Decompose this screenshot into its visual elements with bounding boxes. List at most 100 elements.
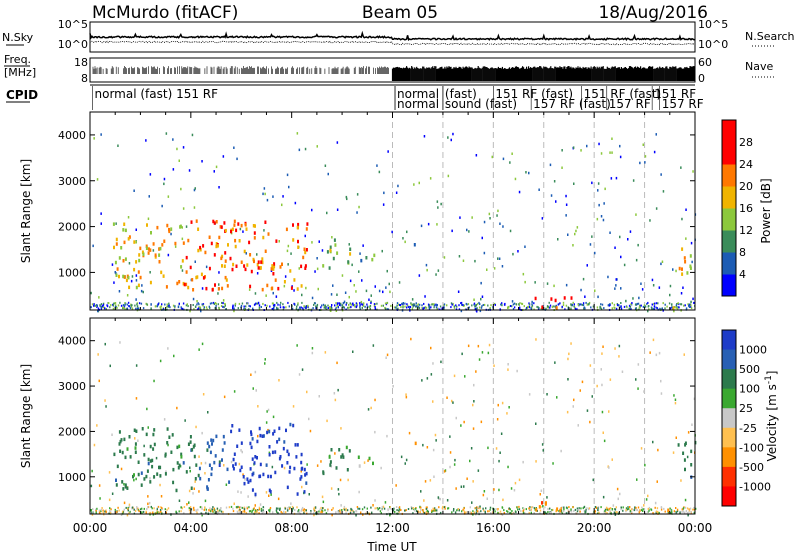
echo-speckle — [408, 431, 411, 435]
ground-scatter-speckle — [640, 509, 643, 512]
ground-scatter-speckle — [695, 507, 697, 510]
echo-speckle — [150, 307, 152, 310]
echo-speckle — [316, 464, 319, 467]
echo-speckle — [404, 462, 406, 465]
echo-cell — [260, 260, 263, 264]
echo-speckle — [518, 190, 521, 194]
echo-speckle — [405, 393, 407, 396]
ground-scatter-speckle — [468, 306, 470, 309]
echo-speckle — [146, 407, 148, 411]
echo-speckle — [90, 484, 93, 488]
freq-left-tick-bottom: 8 — [81, 72, 88, 85]
echo-speckle — [418, 274, 421, 277]
echo-cell — [329, 245, 332, 249]
echo-cell — [134, 450, 137, 454]
echo-cell — [123, 240, 126, 245]
echo-cell — [253, 259, 255, 264]
ground-scatter-speckle — [625, 507, 628, 510]
ground-scatter-speckle — [289, 506, 291, 509]
ground-scatter-speckle — [622, 506, 624, 509]
echo-speckle — [682, 286, 684, 289]
echo-cell — [239, 468, 242, 473]
echo-speckle — [283, 284, 286, 288]
ground-scatter-speckle — [96, 305, 98, 308]
ground-scatter-speckle — [166, 508, 168, 511]
ground-scatter-speckle — [398, 509, 400, 512]
echo-speckle — [286, 509, 289, 512]
echo-cell — [283, 440, 286, 444]
echo-speckle — [444, 469, 447, 472]
echo-speckle — [637, 363, 640, 366]
ground-scatter-speckle — [592, 305, 595, 308]
ground-scatter-speckle — [583, 506, 585, 509]
echo-speckle — [123, 483, 125, 486]
ground-scatter-speckle — [488, 510, 490, 513]
ground-scatter-speckle — [95, 511, 97, 514]
noise-left-tick-top: 10^5 — [58, 18, 88, 31]
ground-scatter-speckle — [133, 508, 135, 511]
echo-speckle — [96, 424, 98, 427]
ground-scatter-speckle — [366, 507, 368, 510]
echo-speckle — [265, 421, 268, 424]
echo-cell — [251, 457, 254, 461]
echo-speckle — [481, 295, 484, 298]
ground-scatter-speckle — [200, 512, 202, 515]
echo-speckle — [385, 286, 387, 289]
ground-scatter-speckle — [563, 506, 565, 509]
echo-speckle — [461, 352, 463, 356]
echo-speckle — [413, 183, 415, 186]
echo-speckle — [639, 161, 641, 165]
echo-cell — [232, 464, 235, 468]
echo-speckle — [127, 216, 130, 219]
ground-scatter-speckle — [607, 304, 609, 307]
ground-scatter-speckle — [622, 509, 624, 512]
echo-cell — [329, 248, 332, 253]
echo-speckle — [282, 195, 284, 198]
echo-cell — [221, 286, 224, 291]
ground-scatter-speckle — [433, 306, 435, 309]
echo-speckle — [374, 430, 376, 434]
ground-scatter-speckle — [313, 303, 315, 306]
ground-scatter-speckle — [688, 511, 690, 514]
echo-speckle — [123, 501, 126, 505]
ground-scatter-speckle — [166, 303, 168, 306]
echo-cell — [274, 278, 277, 282]
ground-scatter-speckle — [490, 512, 492, 514]
echo-cell — [170, 227, 173, 231]
echo-cell — [297, 245, 300, 249]
ground-scatter-speckle — [658, 511, 660, 514]
ground-scatter-speckle — [335, 306, 337, 309]
ground-scatter-speckle — [202, 304, 204, 307]
echo-speckle — [486, 268, 488, 271]
ground-scatter-speckle — [478, 511, 480, 514]
ground-scatter-speckle — [269, 305, 271, 308]
ground-scatter-speckle — [615, 511, 617, 514]
echo-speckle — [148, 195, 150, 198]
echo-speckle — [535, 460, 537, 463]
echo-speckle — [244, 308, 247, 311]
echo-cell — [293, 278, 296, 282]
ground-scatter-speckle — [423, 512, 426, 514]
ground-scatter-speckle — [654, 506, 656, 509]
ground-scatter-speckle — [136, 302, 138, 305]
echo-cell — [297, 222, 300, 227]
ground-scatter-speckle — [131, 506, 134, 509]
echo-cell — [253, 231, 256, 235]
ground-scatter-speckle — [214, 512, 216, 515]
colorbar-swatch — [722, 349, 736, 370]
ground-scatter-speckle — [356, 304, 358, 307]
echo-cell — [223, 441, 226, 445]
ground-scatter-speckle — [417, 511, 420, 513]
echo-speckle — [201, 431, 203, 435]
echo-speckle — [340, 427, 342, 430]
ground-scatter-speckle — [251, 511, 253, 514]
echo-speckle — [263, 187, 266, 190]
echo-speckle — [97, 353, 99, 356]
echo-cell — [286, 449, 289, 453]
ground-scatter-speckle — [651, 303, 653, 306]
echo-cell — [278, 437, 281, 442]
ground-scatter-speckle — [433, 303, 435, 306]
ground-scatter-speckle — [109, 509, 111, 512]
ground-scatter-speckle — [282, 303, 284, 306]
freq-right-tick-top: 60 — [698, 56, 712, 69]
